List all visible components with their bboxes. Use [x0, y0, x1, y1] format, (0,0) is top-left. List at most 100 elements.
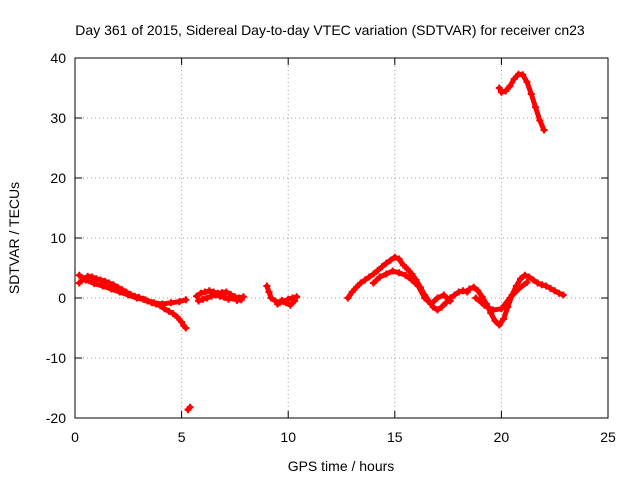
data-point	[497, 88, 505, 96]
data-point	[391, 253, 399, 261]
data-point	[195, 297, 203, 305]
data-point	[465, 285, 473, 293]
data-point	[521, 271, 529, 279]
data-point	[497, 305, 505, 313]
data-point	[506, 294, 514, 302]
data-point	[474, 287, 482, 295]
axis-ticks: 0 5 10 15 20 25 -20 -10 0 10 20 30 40	[46, 50, 616, 445]
data-point	[395, 269, 403, 277]
data-point	[374, 266, 382, 274]
data-point	[559, 291, 567, 299]
data-point	[165, 307, 173, 315]
x-tick-label: 20	[494, 429, 510, 445]
data-point	[99, 282, 107, 290]
data-point	[519, 71, 527, 79]
data-point	[427, 300, 435, 308]
series-seg3b	[195, 291, 245, 305]
data-point	[510, 75, 518, 83]
data-point	[207, 292, 215, 300]
data-point	[525, 273, 533, 281]
data-point	[387, 256, 395, 264]
data-point	[193, 292, 201, 300]
data-point	[186, 403, 194, 411]
data-point	[542, 282, 550, 290]
data-point	[124, 291, 132, 299]
data-point	[438, 303, 446, 311]
y-tick-label: -20	[46, 410, 66, 426]
data-point	[446, 297, 454, 305]
data-point	[478, 293, 486, 301]
data-point	[274, 300, 282, 308]
data-point	[532, 103, 540, 111]
y-tick-label: 0	[58, 290, 66, 306]
data-point	[141, 296, 149, 304]
y-tick-label: 40	[50, 50, 66, 66]
data-point	[534, 279, 542, 287]
data-point	[538, 281, 546, 289]
data-point	[263, 282, 271, 290]
data-point	[551, 287, 559, 295]
data-point	[514, 285, 522, 293]
data-point	[369, 279, 377, 287]
data-point	[540, 126, 548, 134]
data-point	[237, 296, 245, 304]
data-point	[150, 299, 158, 307]
data-point	[293, 293, 301, 301]
data-point	[182, 296, 190, 304]
data-point	[555, 289, 563, 297]
data-point	[523, 278, 531, 286]
data-point	[278, 296, 286, 304]
data-point	[92, 275, 100, 283]
data-point	[455, 288, 463, 296]
data-point	[352, 283, 360, 291]
series-seg1b	[75, 271, 190, 308]
data-point	[90, 280, 98, 288]
data-point	[201, 288, 209, 296]
data-point	[216, 292, 224, 300]
data-point	[491, 317, 499, 325]
y-axis-label: SDTVAR / TECUs	[6, 182, 22, 294]
series-trace	[496, 71, 547, 133]
data-point	[229, 294, 237, 302]
data-point	[265, 288, 273, 296]
data-point	[408, 276, 416, 284]
data-point	[369, 270, 377, 278]
series-seg6b	[472, 278, 531, 314]
data-point	[433, 306, 441, 314]
data-point	[97, 276, 105, 284]
data-point	[361, 276, 369, 284]
data-point	[529, 276, 537, 284]
data-point	[442, 299, 450, 307]
y-tick-label: -10	[46, 350, 66, 366]
x-axis-label: GPS time / hours	[288, 458, 395, 474]
series-seg2	[184, 403, 194, 414]
data-point	[500, 315, 508, 323]
data-point	[536, 116, 544, 124]
data-point	[175, 298, 183, 306]
data-point	[433, 294, 441, 302]
data-point	[182, 324, 190, 332]
data-point	[267, 294, 275, 302]
data-point	[282, 299, 290, 307]
x-tick-label: 0	[71, 429, 79, 445]
data-point	[470, 283, 478, 291]
data-point	[408, 270, 416, 278]
data-point	[212, 291, 220, 299]
data-point	[286, 301, 294, 309]
data-point	[480, 301, 488, 309]
data-points	[75, 70, 567, 414]
series-seg4b	[274, 296, 299, 309]
data-point	[291, 297, 299, 305]
data-point	[173, 313, 181, 321]
series-seg6	[465, 271, 567, 329]
data-point	[225, 295, 233, 303]
data-point	[546, 284, 554, 292]
data-point	[205, 287, 213, 295]
data-point	[348, 288, 356, 296]
data-point	[450, 291, 458, 299]
data-point	[440, 291, 448, 299]
data-point	[517, 275, 525, 283]
data-point	[399, 261, 407, 269]
data-point	[472, 294, 480, 302]
data-point	[414, 282, 422, 290]
